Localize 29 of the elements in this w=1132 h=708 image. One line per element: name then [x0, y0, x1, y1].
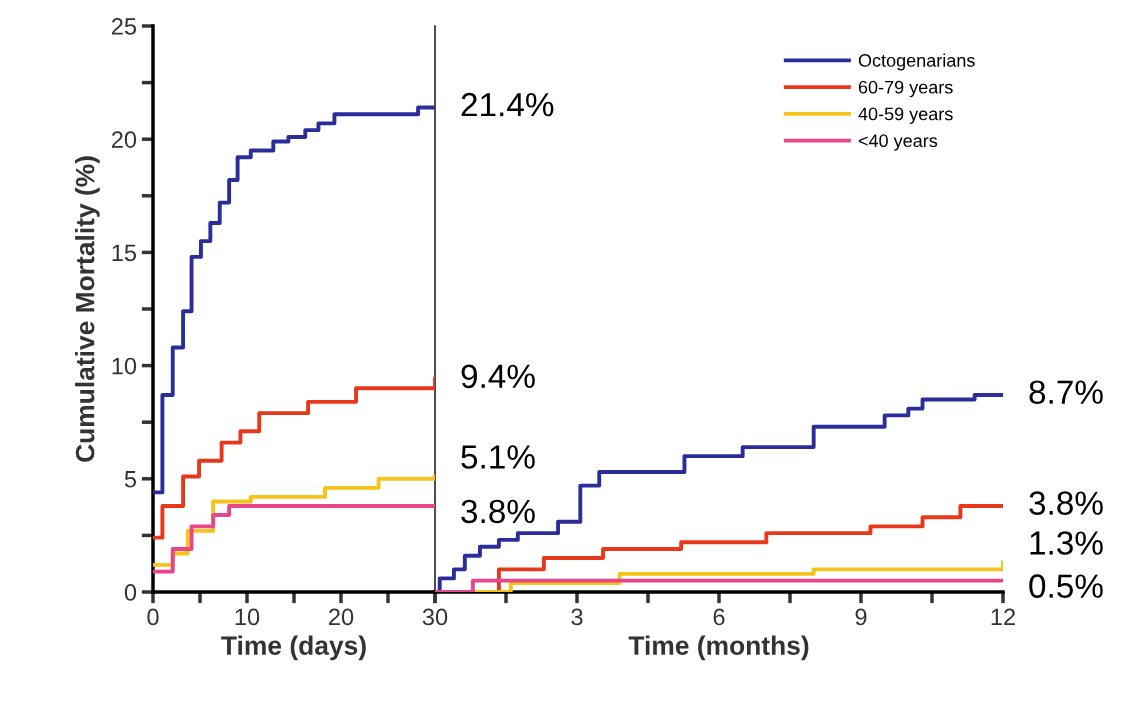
legend-label: 60-79 years: [858, 80, 953, 98]
x-axis-title: Time (days): [221, 635, 366, 661]
data-label: 21.4%: [461, 92, 554, 117]
x-tick-label: 10: [235, 608, 260, 626]
legend-label: <40 years: [858, 134, 938, 151]
x-tick-label: 20: [329, 608, 354, 626]
x-tick-label: 6: [713, 608, 725, 626]
y-tick-label: 25: [111, 18, 137, 35]
x-tick-label: 0: [147, 608, 159, 626]
x-tick-label: 12: [991, 608, 1015, 626]
y-tick-label: 10: [112, 357, 137, 375]
y-axis-title: Cumulative Mortality (%): [75, 156, 100, 462]
x-tick-label: 30: [422, 608, 448, 626]
data-label: 8.7%: [1029, 380, 1103, 404]
data-label: 9.4%: [461, 364, 535, 389]
data-label: 1.3%: [1030, 531, 1103, 555]
y-tick-label: 0: [124, 584, 137, 601]
data-label: 3.8%: [1029, 491, 1103, 515]
x-tick-label: 9: [855, 608, 867, 626]
data-label: 5.1%: [461, 445, 535, 469]
data-label: 3.8%: [461, 499, 535, 524]
legend-label: Octogenarians: [858, 53, 975, 71]
x-axis-title: Time (months): [628, 635, 809, 661]
data-label: 0.5%: [1029, 574, 1103, 598]
y-tick-label: 20: [111, 131, 137, 148]
y-tick-label: 15: [112, 244, 137, 262]
x-tick-label: 3: [571, 608, 583, 626]
y-tick-label: 5: [124, 471, 137, 488]
legend-label: 40-59 years: [858, 107, 953, 124]
